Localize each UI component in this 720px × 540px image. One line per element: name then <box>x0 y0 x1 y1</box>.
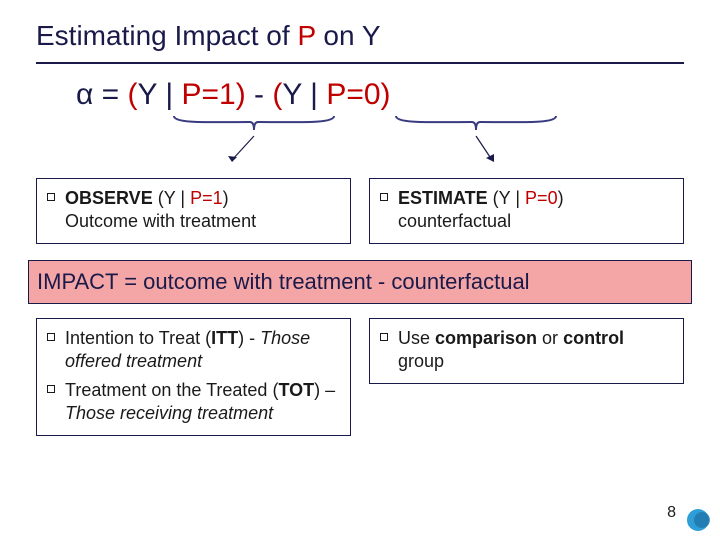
observe-label: OBSERVE <box>65 188 153 208</box>
estimate-close: ) <box>558 188 564 208</box>
row-boxes-1: OBSERVE (Y | P=1) Outcome with treatment… <box>36 178 684 244</box>
itt-abbr: ITT <box>211 328 238 348</box>
observe-desc: Outcome with treatment <box>65 211 256 231</box>
arrow-2 <box>76 78 676 178</box>
bullet-icon <box>380 333 388 341</box>
row-boxes-2: Intention to Treat (ITT) - Those offered… <box>36 318 684 436</box>
tot-desc: Those receiving treatment <box>65 403 273 423</box>
estimate-content: ESTIMATE (Y | P=0) counterfactual <box>398 187 564 233</box>
title-y: Y <box>362 20 381 51</box>
tot-suffix: ) – <box>314 380 335 400</box>
title-prefix: Estimating Impact of <box>36 20 297 51</box>
estimate-desc: counterfactual <box>398 211 511 231</box>
observe-close: ) <box>223 188 229 208</box>
logo-icon <box>686 508 710 532</box>
compare-suffix: group <box>398 351 444 371</box>
bullet-icon <box>380 193 388 201</box>
compare-content: Use comparison or control group <box>398 327 673 373</box>
formula-region: α = (Y | P=1) - (Y | P=0) <box>76 78 684 156</box>
compare-prefix: Use <box>398 328 435 348</box>
observe-content: OBSERVE (Y | P=1) Outcome with treatment <box>65 187 256 233</box>
tot-item: Treatment on the Treated (TOT) – Those r… <box>47 379 340 425</box>
estimate-open: ( <box>488 188 499 208</box>
title-p: P <box>297 20 315 51</box>
observe-open: ( <box>153 188 164 208</box>
compare-kw2: control <box>563 328 624 348</box>
estimate-pval: P=0 <box>525 188 558 208</box>
bullet-icon <box>47 385 55 393</box>
slide-title: Estimating Impact of P on Y <box>36 20 684 52</box>
title-rule <box>36 62 684 64</box>
observe-box: OBSERVE (Y | P=1) Outcome with treatment <box>36 178 351 244</box>
tot-prefix: Treatment on the Treated ( <box>65 380 278 400</box>
estimate-y: Y <box>499 188 511 208</box>
estimate-mid: | <box>510 188 525 208</box>
compare-mid: or <box>537 328 563 348</box>
bullet-icon <box>47 333 55 341</box>
page-number: 8 <box>667 504 676 522</box>
estimate-label: ESTIMATE <box>398 188 488 208</box>
itt-item: Intention to Treat (ITT) - Those offered… <box>47 327 340 373</box>
estimate-box: ESTIMATE (Y | P=0) counterfactual <box>369 178 684 244</box>
observe-mid: | <box>175 188 190 208</box>
bullet-icon <box>47 193 55 201</box>
impact-band: IMPACT = outcome with treatment - counte… <box>28 260 692 304</box>
observe-y: Y <box>164 188 176 208</box>
itt-suffix: ) - <box>238 328 260 348</box>
compare-kw1: comparison <box>435 328 537 348</box>
itt-prefix: Intention to Treat ( <box>65 328 211 348</box>
tot-abbr: TOT <box>278 380 314 400</box>
observe-pval: P=1 <box>190 188 223 208</box>
itt-tot-box: Intention to Treat (ITT) - Those offered… <box>36 318 351 436</box>
title-mid: on <box>316 20 362 51</box>
compare-box: Use comparison or control group <box>369 318 684 384</box>
